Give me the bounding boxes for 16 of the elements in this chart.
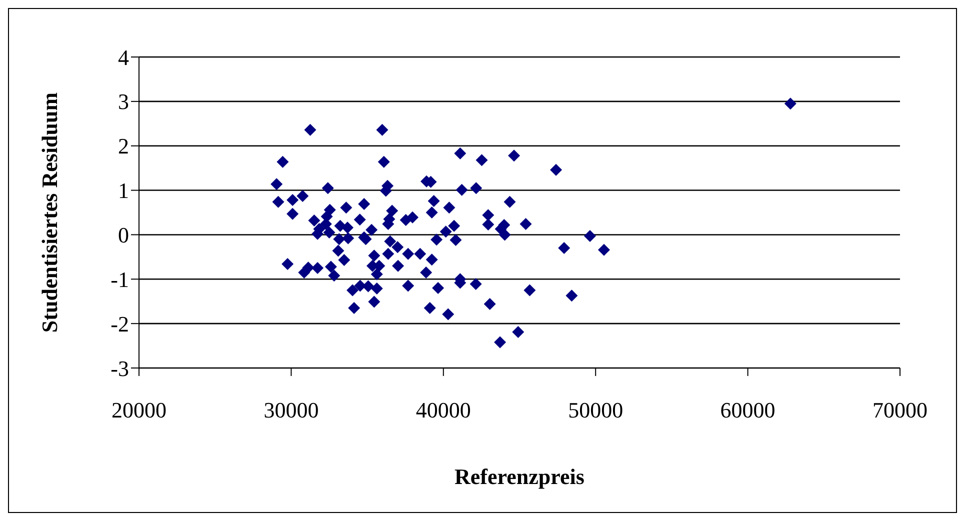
x-tick-label: 20000 bbox=[112, 398, 166, 423]
y-axis-title: Studentisiertes Residuum bbox=[36, 92, 62, 333]
y-tick-label: 2 bbox=[118, 134, 129, 159]
y-tick-label: -2 bbox=[110, 311, 129, 336]
y-tick-label: -1 bbox=[110, 266, 129, 292]
x-tick-label: 50000 bbox=[568, 398, 624, 423]
y-tick-label: -3 bbox=[110, 356, 129, 381]
x-tick-label: 60000 bbox=[720, 398, 776, 423]
y-tick-label: 3 bbox=[118, 89, 129, 114]
y-tick-label: 0 bbox=[118, 222, 129, 248]
x-axis-title: Referenzpreis bbox=[454, 464, 585, 489]
x-tick-label: 70000 bbox=[872, 398, 928, 423]
x-tick-label: 30000 bbox=[264, 398, 319, 423]
y-tick-label: 4 bbox=[118, 44, 129, 70]
y-tick-label: 1 bbox=[118, 178, 129, 204]
x-tick-label: 40000 bbox=[416, 398, 471, 423]
